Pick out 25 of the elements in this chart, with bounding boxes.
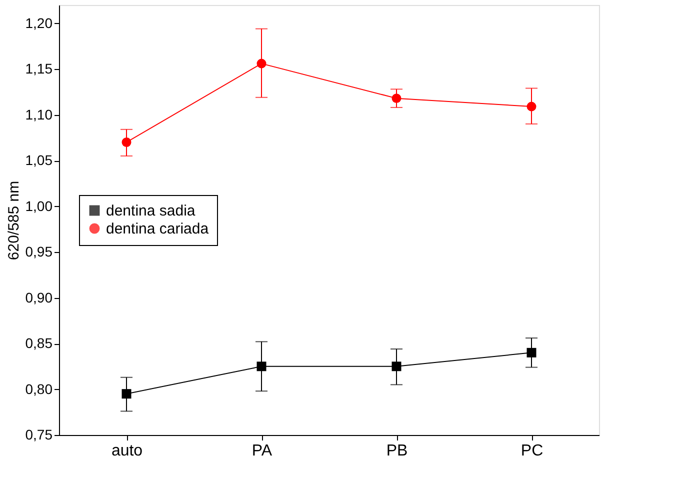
y-tick-label: 0,75: [25, 426, 53, 442]
point: [526, 348, 536, 358]
x-tick-label: PB: [386, 442, 408, 460]
y-tick-label: 1,00: [25, 198, 53, 214]
y-tick-label: 0,85: [25, 335, 53, 352]
y-axis-title: 620/585 nm: [5, 180, 22, 260]
point: [256, 362, 266, 372]
y-tick-label: 1,15: [25, 60, 53, 77]
y-tick-label: 0,80: [25, 380, 53, 397]
point: [122, 138, 132, 147]
x-tick-label: PC: [520, 442, 544, 460]
point: [122, 389, 132, 399]
point: [392, 94, 402, 104]
point: [256, 58, 266, 68]
legend-label: dentina sadia: [106, 202, 196, 220]
point: [392, 362, 402, 372]
point: [526, 102, 536, 112]
y-tick-label: 1,10: [25, 106, 53, 122]
y-tick-label: 0,90: [25, 289, 53, 306]
x-tick-label: PA: [252, 442, 272, 460]
y-tick-label: 1,05: [25, 152, 53, 168]
legend-label: dentina cariada: [106, 220, 210, 238]
y-tick-label: 0,95: [25, 244, 53, 260]
x-tick-label: auto: [111, 442, 143, 460]
y-tick-label: 1,20: [25, 14, 53, 31]
